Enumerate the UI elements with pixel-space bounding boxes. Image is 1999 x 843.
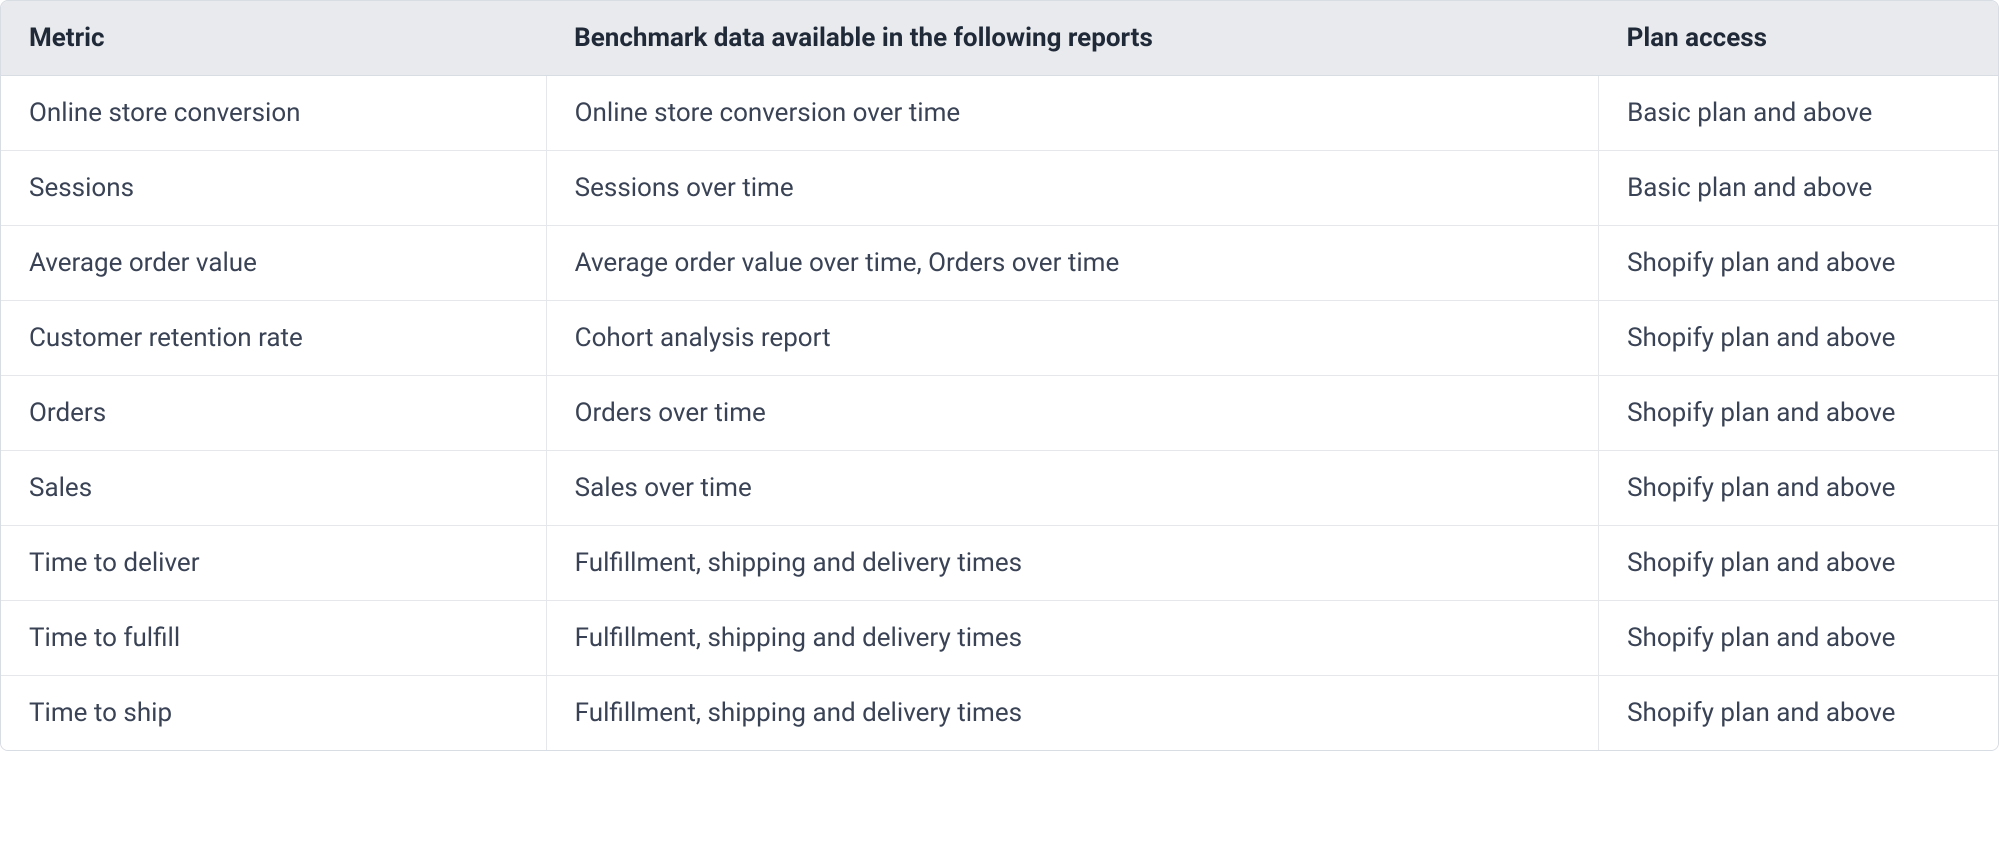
cell-reports: Online store conversion over time	[546, 76, 1598, 151]
cell-plan: Shopify plan and above	[1599, 601, 1998, 676]
cell-plan: Shopify plan and above	[1599, 451, 1998, 526]
cell-metric: Average order value	[1, 226, 546, 301]
cell-plan: Shopify plan and above	[1599, 526, 1998, 601]
cell-reports: Cohort analysis report	[546, 301, 1598, 376]
cell-reports: Orders over time	[546, 376, 1598, 451]
cell-metric: Time to deliver	[1, 526, 546, 601]
table-row: Sales Sales over time Shopify plan and a…	[1, 451, 1998, 526]
cell-plan: Basic plan and above	[1599, 76, 1998, 151]
cell-metric: Customer retention rate	[1, 301, 546, 376]
cell-plan: Shopify plan and above	[1599, 226, 1998, 301]
table-row: Average order value Average order value …	[1, 226, 1998, 301]
cell-plan: Shopify plan and above	[1599, 301, 1998, 376]
table-row: Sessions Sessions over time Basic plan a…	[1, 151, 1998, 226]
cell-metric: Sales	[1, 451, 546, 526]
cell-plan: Shopify plan and above	[1599, 376, 1998, 451]
column-header-plan: Plan access	[1599, 1, 1998, 76]
table-row: Time to deliver Fulfillment, shipping an…	[1, 526, 1998, 601]
cell-reports: Sales over time	[546, 451, 1598, 526]
column-header-metric: Metric	[1, 1, 546, 76]
cell-metric: Time to ship	[1, 676, 546, 751]
cell-reports: Fulfillment, shipping and delivery times	[546, 601, 1598, 676]
cell-reports: Fulfillment, shipping and delivery times	[546, 676, 1598, 751]
cell-metric: Orders	[1, 376, 546, 451]
cell-plan: Shopify plan and above	[1599, 676, 1998, 751]
table-row: Online store conversion Online store con…	[1, 76, 1998, 151]
cell-metric: Sessions	[1, 151, 546, 226]
benchmark-table: Metric Benchmark data available in the f…	[1, 1, 1998, 750]
cell-metric: Online store conversion	[1, 76, 546, 151]
table-row: Customer retention rate Cohort analysis …	[1, 301, 1998, 376]
cell-metric: Time to fulfill	[1, 601, 546, 676]
table-row: Time to ship Fulfillment, shipping and d…	[1, 676, 1998, 751]
table-row: Orders Orders over time Shopify plan and…	[1, 376, 1998, 451]
table-header-row: Metric Benchmark data available in the f…	[1, 1, 1998, 76]
table-header: Metric Benchmark data available in the f…	[1, 1, 1998, 76]
cell-reports: Sessions over time	[546, 151, 1598, 226]
cell-reports: Fulfillment, shipping and delivery times	[546, 526, 1598, 601]
column-header-reports: Benchmark data available in the followin…	[546, 1, 1598, 76]
table-row: Time to fulfill Fulfillment, shipping an…	[1, 601, 1998, 676]
table-body: Online store conversion Online store con…	[1, 76, 1998, 751]
benchmark-table-container: Metric Benchmark data available in the f…	[0, 0, 1999, 751]
cell-plan: Basic plan and above	[1599, 151, 1998, 226]
cell-reports: Average order value over time, Orders ov…	[546, 226, 1598, 301]
